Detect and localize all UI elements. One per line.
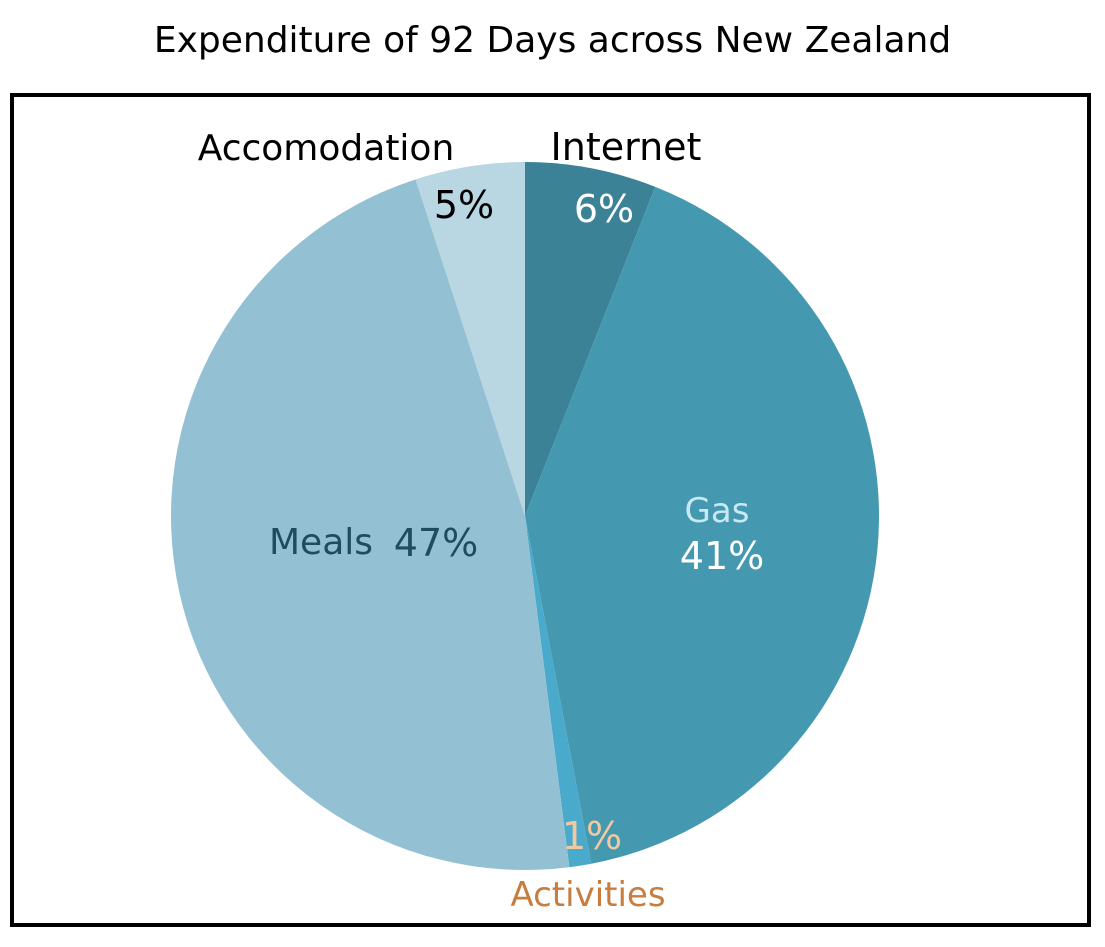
label-internet-percent: 6% xyxy=(574,187,634,231)
chart-title: Expenditure of 92 Days across New Zealan… xyxy=(153,20,952,61)
pie-slices xyxy=(170,162,879,871)
label-gas-name: Gas xyxy=(685,491,750,531)
label-accomodation-percent: 5% xyxy=(434,183,494,227)
label-activities-percent: 1% xyxy=(562,814,622,858)
pie-slice-internet xyxy=(525,162,656,516)
label-accomodation-name: Accomodation xyxy=(198,128,455,169)
pie-slice-gas xyxy=(525,186,879,864)
label-meals-percent: 47% xyxy=(394,521,478,565)
label-activities-name: Activities xyxy=(510,875,665,915)
pie-slice-activities xyxy=(525,516,592,868)
label-gas-percent: 41% xyxy=(680,534,764,578)
pie-slice-meals xyxy=(170,179,570,871)
label-meals-name: Meals xyxy=(269,522,373,563)
pie-slice-accomodation xyxy=(415,162,525,516)
label-internet-name: Internet xyxy=(551,125,702,169)
